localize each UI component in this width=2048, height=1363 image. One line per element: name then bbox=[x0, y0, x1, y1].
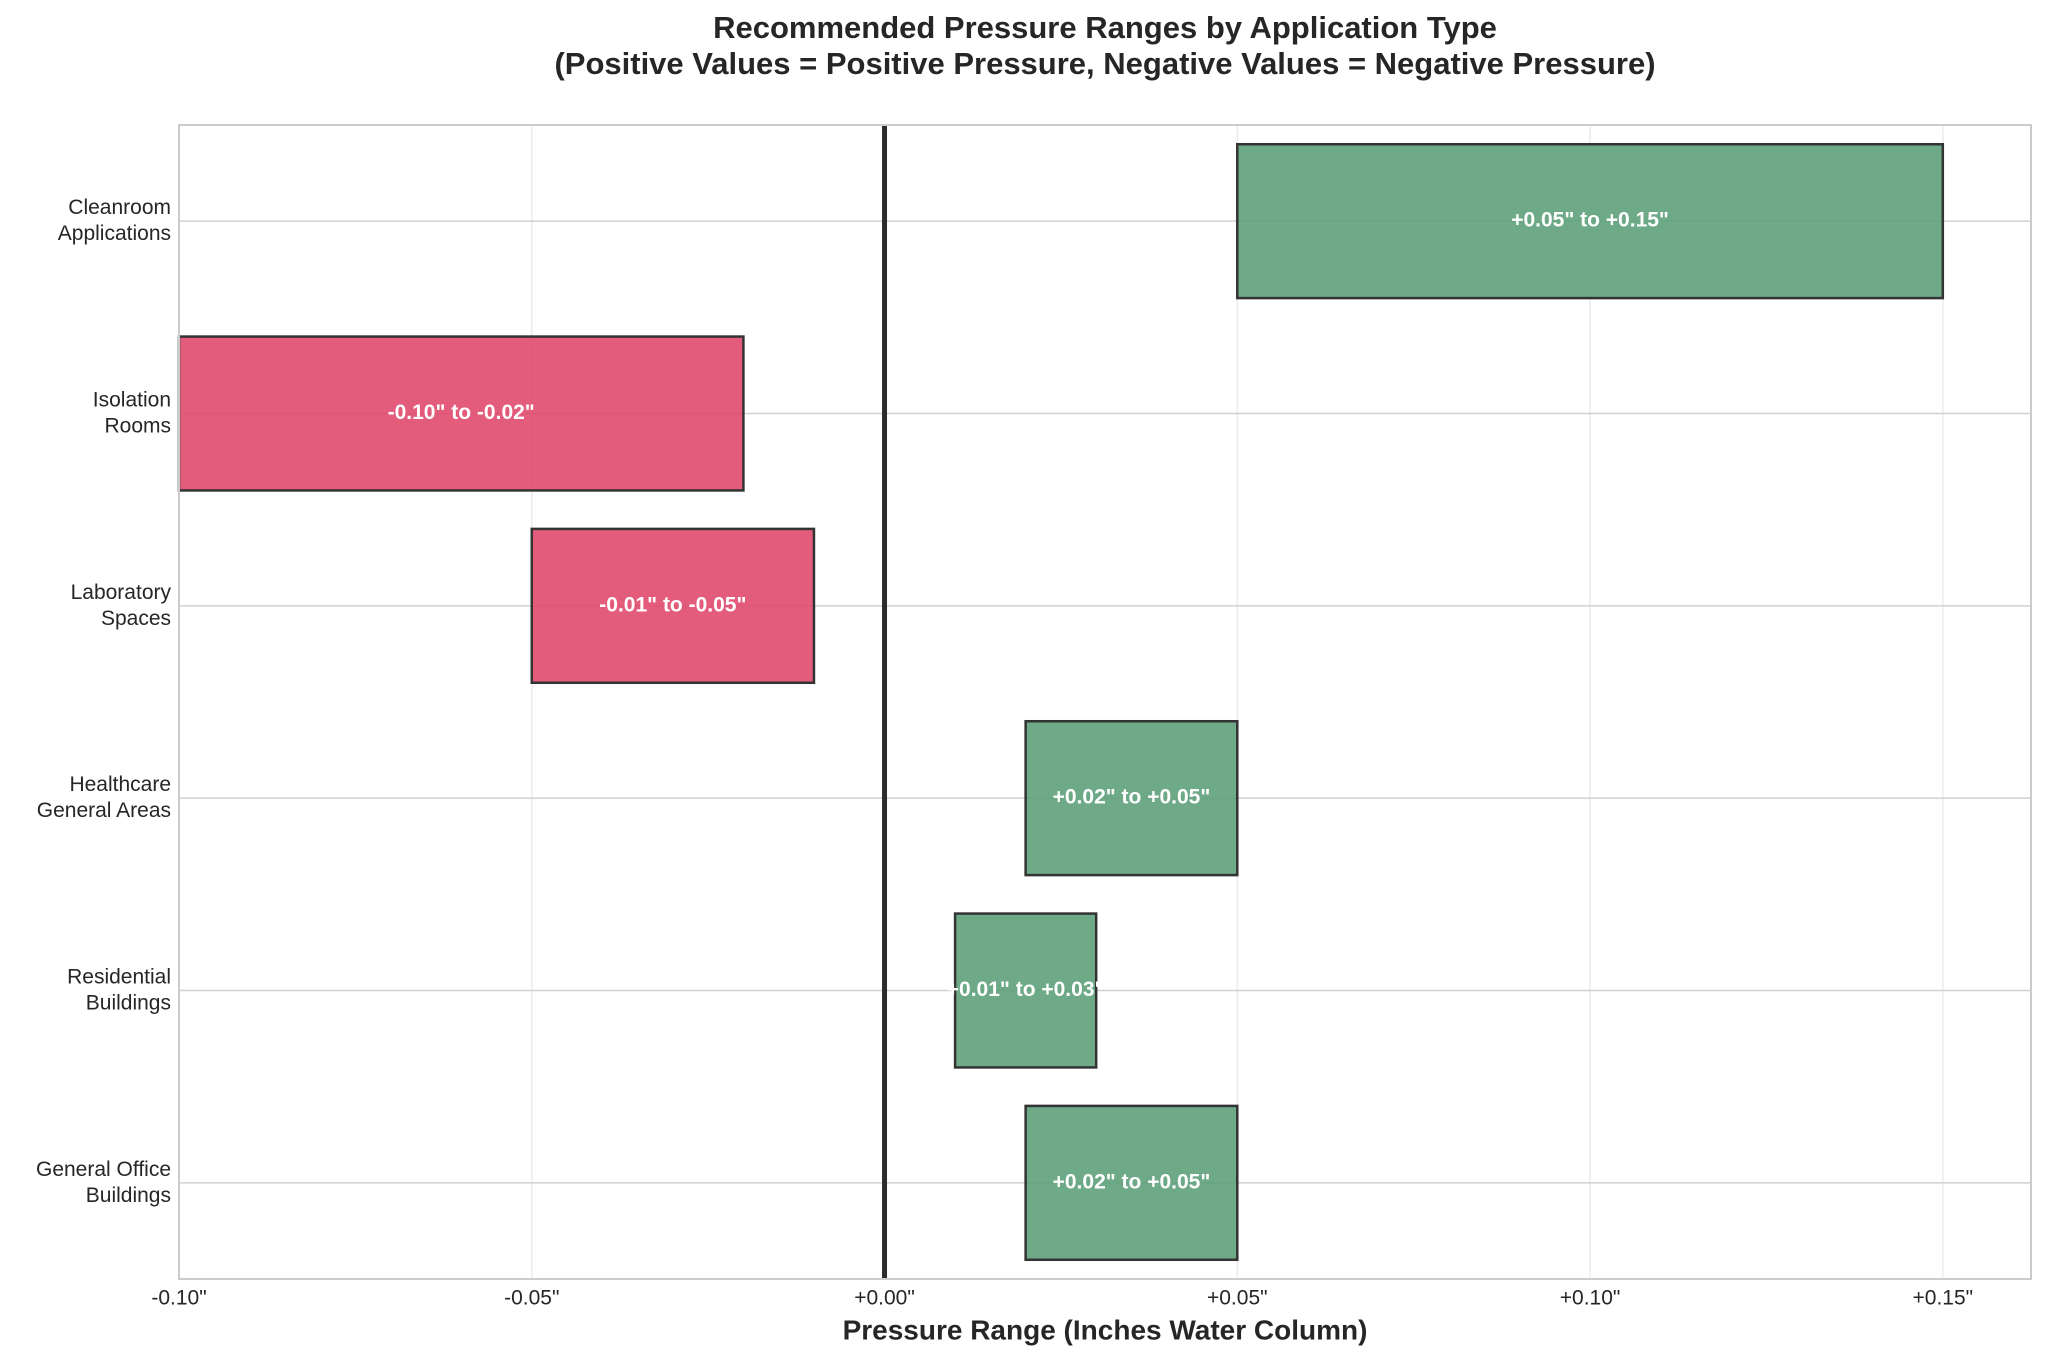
value-label: +0.05" to +0.15" bbox=[1511, 209, 1669, 232]
x-axis-label: Pressure Range (Inches Water Column) bbox=[843, 1314, 1368, 1345]
bar bbox=[177, 335, 745, 492]
plot-frame bbox=[178, 124, 2032, 1280]
bar bbox=[1236, 142, 1945, 300]
value-label: +0.02" to +0.05" bbox=[1053, 786, 1211, 809]
x-tick-label: +0.10" bbox=[1560, 1287, 1621, 1310]
y-tick-label: Cleanroom Applications bbox=[58, 196, 171, 245]
bar bbox=[1024, 1104, 1239, 1262]
x-tick-label: -0.05" bbox=[504, 1287, 559, 1310]
x-tick-label: -0.10" bbox=[151, 1287, 206, 1310]
value-label: -0.01" to -0.05" bbox=[599, 593, 746, 616]
x-tick-label: +0.15" bbox=[1913, 1287, 1974, 1310]
y-tick-label: Healthcare General Areas bbox=[37, 773, 171, 822]
chart-title: Recommended Pressure Ranges by Applicati… bbox=[713, 10, 1497, 45]
bar bbox=[530, 527, 816, 685]
y-tick-label: Residential Buildings bbox=[67, 965, 171, 1014]
x-tick-label: +0.00" bbox=[854, 1287, 915, 1310]
value-label: -0.10" to -0.02" bbox=[388, 401, 535, 424]
value-label: +0.02" to +0.05" bbox=[1053, 1170, 1211, 1193]
value-label: +0.01" to +0.03" bbox=[947, 978, 1105, 1001]
bar bbox=[953, 912, 1098, 1069]
bar bbox=[1024, 719, 1239, 877]
y-tick-label: General Office Buildings bbox=[36, 1157, 171, 1206]
x-tick-label: +0.05" bbox=[1207, 1287, 1268, 1310]
y-tick-label: Isolation Rooms bbox=[93, 388, 171, 437]
y-tick-label: Laboratory Spaces bbox=[71, 580, 172, 629]
chart-subtitle: (Positive Values = Positive Pressure, Ne… bbox=[554, 46, 1655, 81]
